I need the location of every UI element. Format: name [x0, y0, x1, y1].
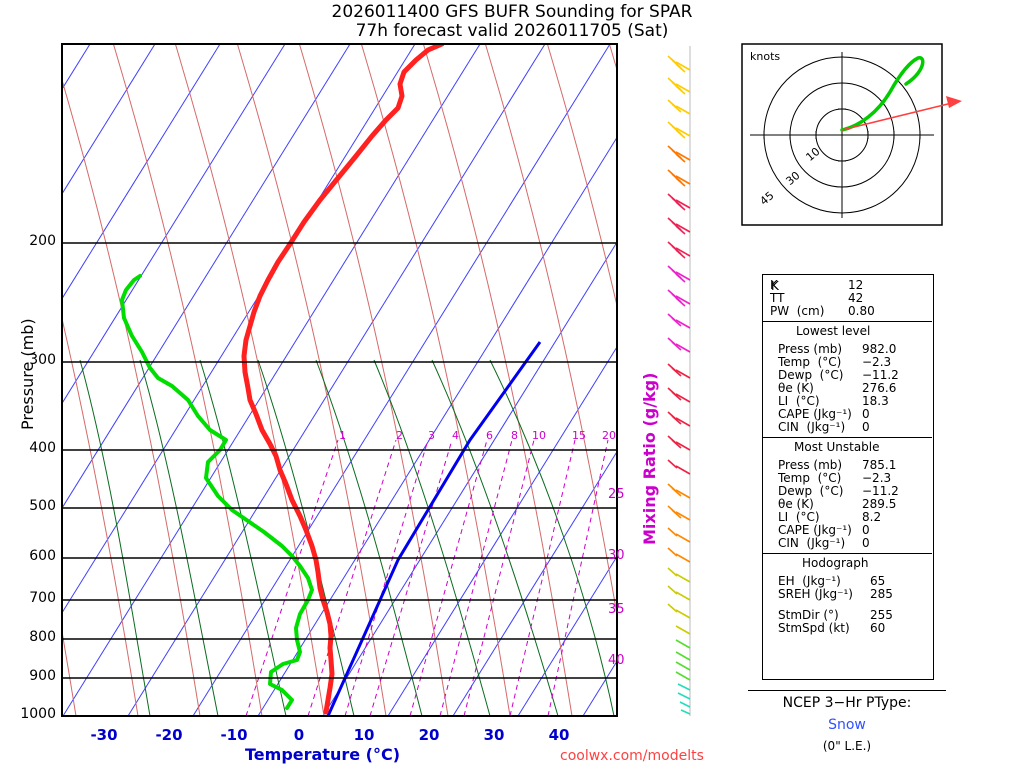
xtick-0: 0 [293, 726, 305, 744]
ll-label-theta: θe (K) [778, 381, 814, 395]
mixratio-label-3: 3 [428, 429, 435, 442]
mixratio-label-4: 4 [452, 429, 459, 442]
xtick--20: -20 [155, 726, 183, 744]
stat-value-k: 12 [848, 278, 864, 292]
ll-value-theta: 276.6 [862, 381, 897, 395]
mix-side-30: 30 [608, 548, 625, 563]
mix-side-25: 25 [608, 487, 625, 502]
hodo-label-sreh: SREH (Jkg⁻¹) [778, 587, 853, 601]
xtick-40: 40 [548, 726, 570, 744]
mu-label-press: Press (mb) [778, 458, 843, 472]
lowest-level-title: Lowest level [796, 324, 871, 338]
xtick--30: -30 [90, 726, 118, 744]
stats-divider-3 [762, 553, 932, 554]
mu-value-theta: 289.5 [862, 497, 897, 511]
mu-value-dewp: −11.2 [862, 484, 899, 498]
ytick-900: 900 [29, 668, 56, 684]
mu-value-cape: 0 [862, 523, 870, 537]
ytick-300: 300 [29, 352, 56, 368]
mu-label-theta: θe (K) [778, 497, 814, 511]
stat-value-tt: 42 [848, 291, 864, 305]
mixratio-label-1: 1 [339, 429, 346, 442]
ll-value-li: 18.3 [862, 394, 889, 408]
mu-label-cin: CIN (Jkg⁻¹) [778, 536, 846, 550]
hodo-value-eh: 65 [870, 574, 886, 588]
stats-divider-1 [762, 321, 932, 322]
ytick-400: 400 [29, 440, 56, 456]
hodo-label-stmdir: StmDir (°) [778, 608, 839, 622]
ytick-200: 200 [29, 233, 56, 249]
ll-label-cape: CAPE (Jkg⁻¹) [778, 407, 852, 421]
hodo-value-sreh: 285 [870, 587, 893, 601]
hodograph-stats-title: Hodograph [802, 556, 869, 570]
credit-text: coolwx.com/modelts [560, 748, 704, 764]
most-unstable-title: Most Unstable [794, 440, 880, 454]
mu-value-press: 785.1 [862, 458, 897, 472]
mixratio-label-6: 6 [486, 429, 493, 442]
ll-label-dewp: Dewp (°C) [778, 368, 844, 382]
ll-label-li: LI (°C) [778, 394, 820, 408]
ll-value-cin: 0 [862, 420, 870, 434]
ytick-700: 700 [29, 590, 56, 606]
ytick-500: 500 [29, 498, 56, 514]
ll-label-temp: Temp (°C) [778, 355, 842, 369]
xtick--10: -10 [220, 726, 248, 744]
hodo-label-eh: EH (Jkg⁻¹) [778, 574, 841, 588]
chart-subtitle: 77h forecast valid 2026011705 (Sat) [355, 21, 669, 41]
ptype-panel: NCEP 3−Hr PType: Snow (0" L.E.) [748, 690, 946, 753]
ytick-1000: 1000 [20, 706, 56, 722]
mixing-ratio-axis-label: Mixing Ratio (g/kg) [640, 372, 659, 545]
hodo-value-stmdir: 255 [870, 608, 893, 622]
ll-value-dewp: −11.2 [862, 368, 899, 382]
xtick-30: 30 [483, 726, 505, 744]
stat-k: K [771, 279, 779, 293]
stats-rows: K 12 TT 42 PW (cm) 0.80 Lowest level Pre… [762, 278, 932, 675]
x-axis-label: Temperature (°C) [245, 745, 401, 764]
stats-panel: K [762, 274, 934, 680]
ll-value-press: 982.0 [862, 342, 897, 356]
xtick-10: 10 [353, 726, 375, 744]
mu-label-dewp: Dewp (°C) [778, 484, 844, 498]
xtick-20: 20 [418, 726, 440, 744]
stat-value-pw: 0.80 [848, 304, 875, 318]
hodo-label-stmspd: StmSpd (kt) [778, 621, 850, 635]
mixratio-label-10: 10 [532, 429, 546, 442]
stat-label-pw: PW (cm) [770, 304, 825, 318]
mixratio-label-20: 20 [602, 429, 616, 442]
mixratio-label-8: 8 [511, 429, 518, 442]
mu-value-li: 8.2 [862, 510, 882, 524]
stat-label-k: K [770, 278, 778, 292]
ll-value-cape: 0 [862, 407, 870, 421]
ll-label-cin: CIN (Jkg⁻¹) [778, 420, 846, 434]
stat-label-tt: TT [770, 291, 785, 305]
mu-label-cape: CAPE (Jkg⁻¹) [778, 523, 852, 537]
ptype-title: NCEP 3−Hr PType: [782, 695, 912, 711]
y-axis-label: Pressure (mb) [18, 318, 37, 430]
ptype-liquid-equivalent: (0" L.E.) [822, 739, 872, 753]
hodograph-units-label: knots [750, 50, 781, 63]
ytick-800: 800 [29, 629, 56, 645]
mix-side-35: 35 [608, 602, 625, 617]
mixratio-label-15: 15 [572, 429, 586, 442]
mixratio-label-2: 2 [396, 429, 403, 442]
stats-divider-2 [762, 437, 932, 438]
mix-side-40: 40 [608, 653, 625, 668]
mu-label-temp: Temp (°C) [778, 471, 842, 485]
ytick-600: 600 [29, 548, 56, 564]
mu-label-li: LI (°C) [778, 510, 820, 524]
ll-label-press: Press (mb) [778, 342, 843, 356]
ll-value-temp: −2.3 [862, 355, 892, 369]
chart-title: 2026011400 GFS BUFR Sounding for SPAR [331, 2, 693, 22]
ptype-value: Snow [828, 717, 866, 733]
mu-value-cin: 0 [862, 536, 870, 550]
hodo-value-stmspd: 60 [870, 621, 886, 635]
mu-value-temp: −2.3 [862, 471, 892, 485]
